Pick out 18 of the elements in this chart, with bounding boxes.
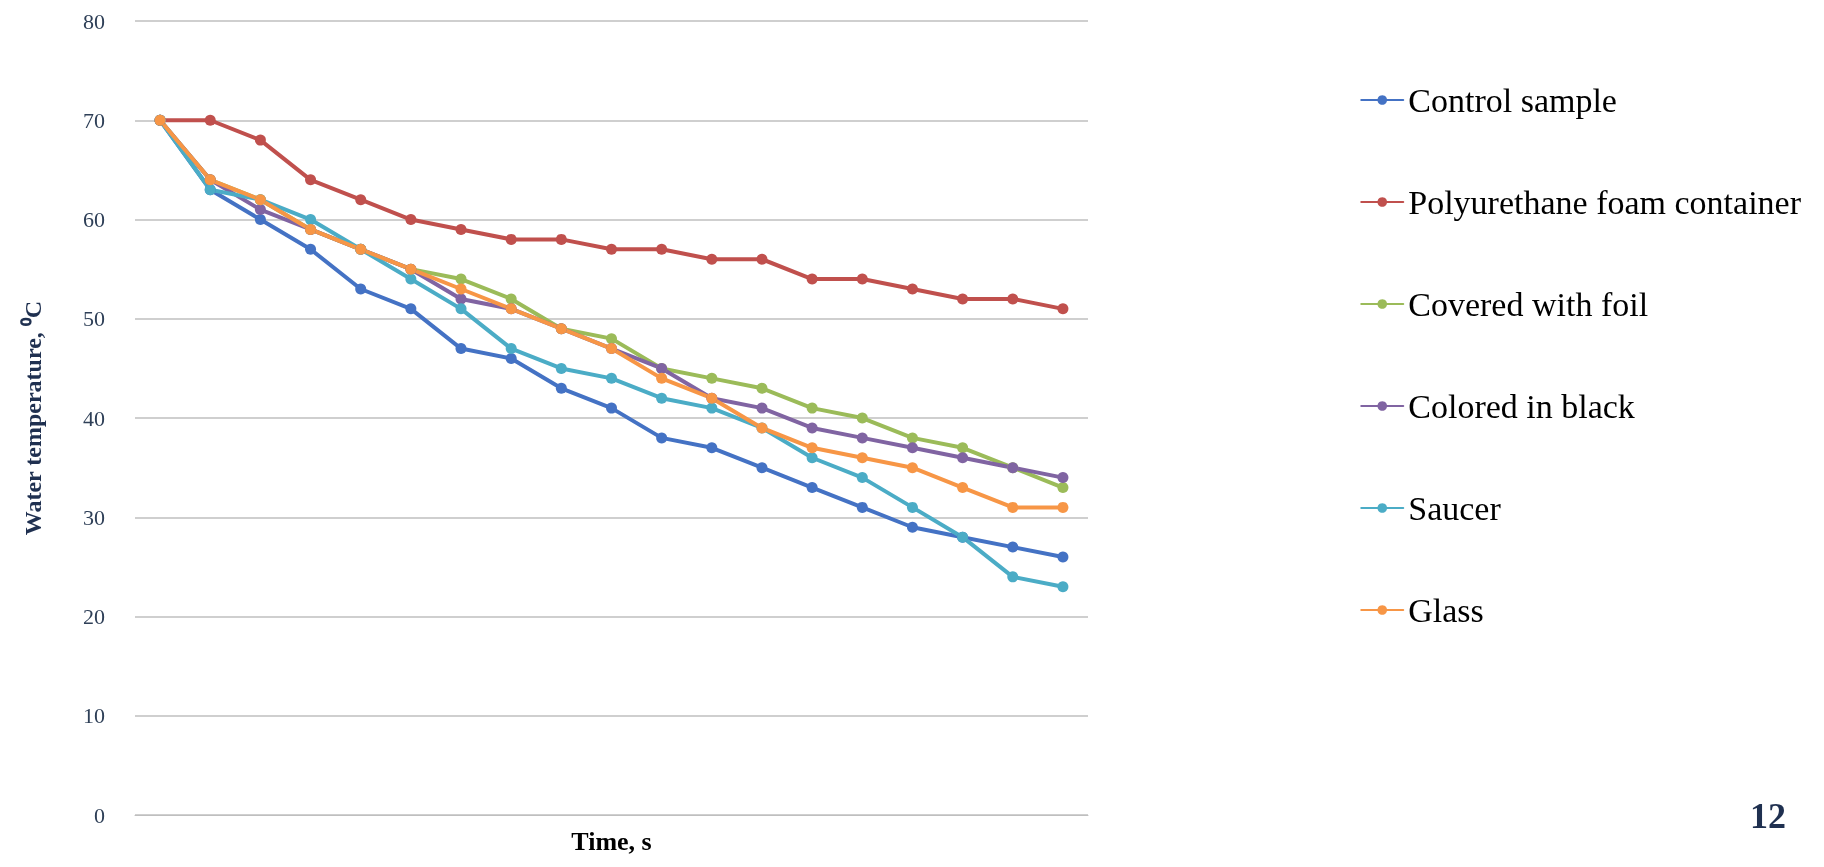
y-tick-label: 70	[83, 107, 105, 133]
legend-label: Glass	[1408, 591, 1484, 629]
y-tick-label: 20	[83, 604, 105, 630]
y-tick-label: 80	[83, 8, 105, 34]
y-tick-label: 40	[83, 405, 105, 431]
legend-label: Covered with foil	[1408, 285, 1649, 323]
y-tick-label: 60	[83, 207, 105, 233]
y-tick-label: 30	[83, 504, 105, 530]
y-tick-label: 10	[83, 703, 105, 729]
legend-label: Saucer	[1408, 489, 1502, 527]
y-tick-label: 50	[83, 306, 105, 332]
x-axis-title: Time, s	[571, 826, 652, 856]
legend-label: Polyurethane foam container	[1408, 183, 1802, 221]
text: 12	[1750, 796, 1786, 836]
legend-label: Colored in black	[1408, 387, 1635, 425]
y-tick-label: 0	[94, 802, 105, 828]
legend-label: Control sample	[1408, 81, 1617, 119]
y-axis-title: Water temperature, ⁰C	[20, 300, 46, 536]
